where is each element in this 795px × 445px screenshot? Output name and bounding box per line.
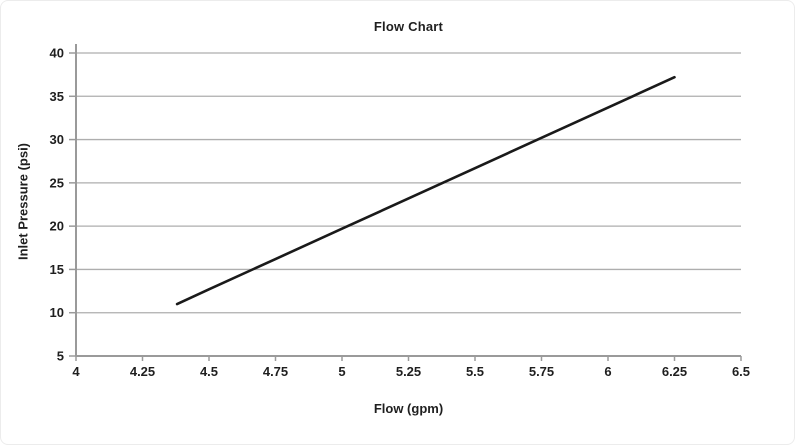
x-tick-label: 6.25	[662, 364, 687, 379]
y-tick-label: 5	[57, 349, 64, 364]
y-tick-label: 40	[50, 46, 64, 61]
y-tick-label: 25	[50, 175, 64, 190]
x-tick-label: 5.25	[396, 364, 421, 379]
y-tick-label: 35	[50, 89, 64, 104]
y-tick-label: 30	[50, 132, 64, 147]
data-line	[175, 75, 676, 306]
x-tick-label: 6	[604, 364, 611, 379]
x-tick-label: 5	[338, 364, 345, 379]
y-tick-label: 10	[50, 305, 64, 320]
y-tick-label: 15	[50, 262, 64, 277]
x-tick-label: 4.75	[263, 364, 288, 379]
chart-title: Flow Chart	[373, 19, 444, 34]
x-axis-title: Flow (gpm)	[373, 401, 444, 416]
x-tick-label: 5.5	[466, 364, 484, 379]
x-tick-label: 5.75	[529, 364, 554, 379]
x-tick-label: 4	[72, 364, 80, 379]
x-tick-label: 4.5	[200, 364, 218, 379]
y-tick-label: 20	[50, 219, 64, 234]
x-tick-label: 4.25	[130, 364, 155, 379]
x-tick-label: 6.5	[732, 364, 750, 379]
